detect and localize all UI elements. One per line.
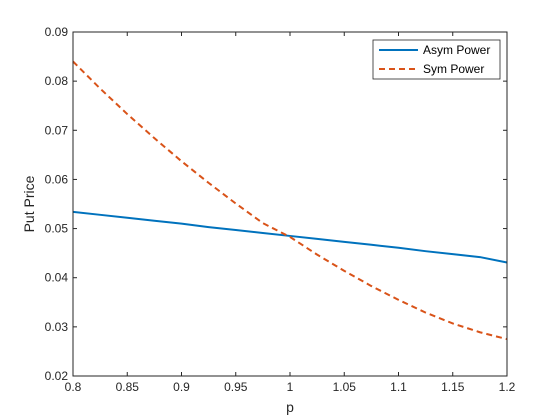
x-tick-label: 0.85 — [116, 380, 140, 394]
y-tick-label: 0.03 — [45, 320, 69, 334]
x-tick-label: 0.8 — [65, 380, 82, 394]
legend-label-sym-power: Sym Power — [423, 62, 484, 76]
x-tick-label: 0.9 — [173, 380, 190, 394]
x-tick-label: 1.1 — [390, 380, 407, 394]
x-axis: 0.8 0.85 0.9 0.95 1 1.05 1.1 1.15 1.2 — [65, 32, 516, 394]
series-layer — [72, 60, 508, 341]
x-tick-label: 1.2 — [499, 380, 516, 394]
y-tick-label: 0.02 — [45, 369, 69, 383]
x-axis-label: p — [286, 399, 294, 415]
y-tick-label: 0.06 — [45, 172, 69, 186]
y-tick-label: 0.07 — [45, 123, 69, 137]
y-axis: 0.02 0.03 0.04 0.05 0.06 0.07 0.08 0.09 — [45, 25, 507, 383]
x-tick-label: 1.15 — [441, 380, 465, 394]
x-tick-label: 1 — [287, 380, 294, 394]
legend: Asym Power Sym Power — [372, 39, 501, 80]
y-tick-label: 0.08 — [45, 74, 69, 88]
series-line-asym-power — [72, 210, 508, 264]
series-line-sym-power — [72, 60, 508, 341]
y-tick-label: 0.05 — [45, 222, 69, 236]
x-tick-label: 1.05 — [333, 380, 357, 394]
plot-area — [73, 32, 507, 376]
x-tick-label: 0.95 — [224, 380, 248, 394]
legend-label-asym-power: Asym Power — [423, 43, 490, 57]
legend-box — [372, 39, 501, 80]
y-axis-label: Put Price — [21, 175, 37, 232]
y-tick-label: 0.09 — [45, 25, 69, 39]
y-tick-label: 0.04 — [45, 271, 69, 285]
